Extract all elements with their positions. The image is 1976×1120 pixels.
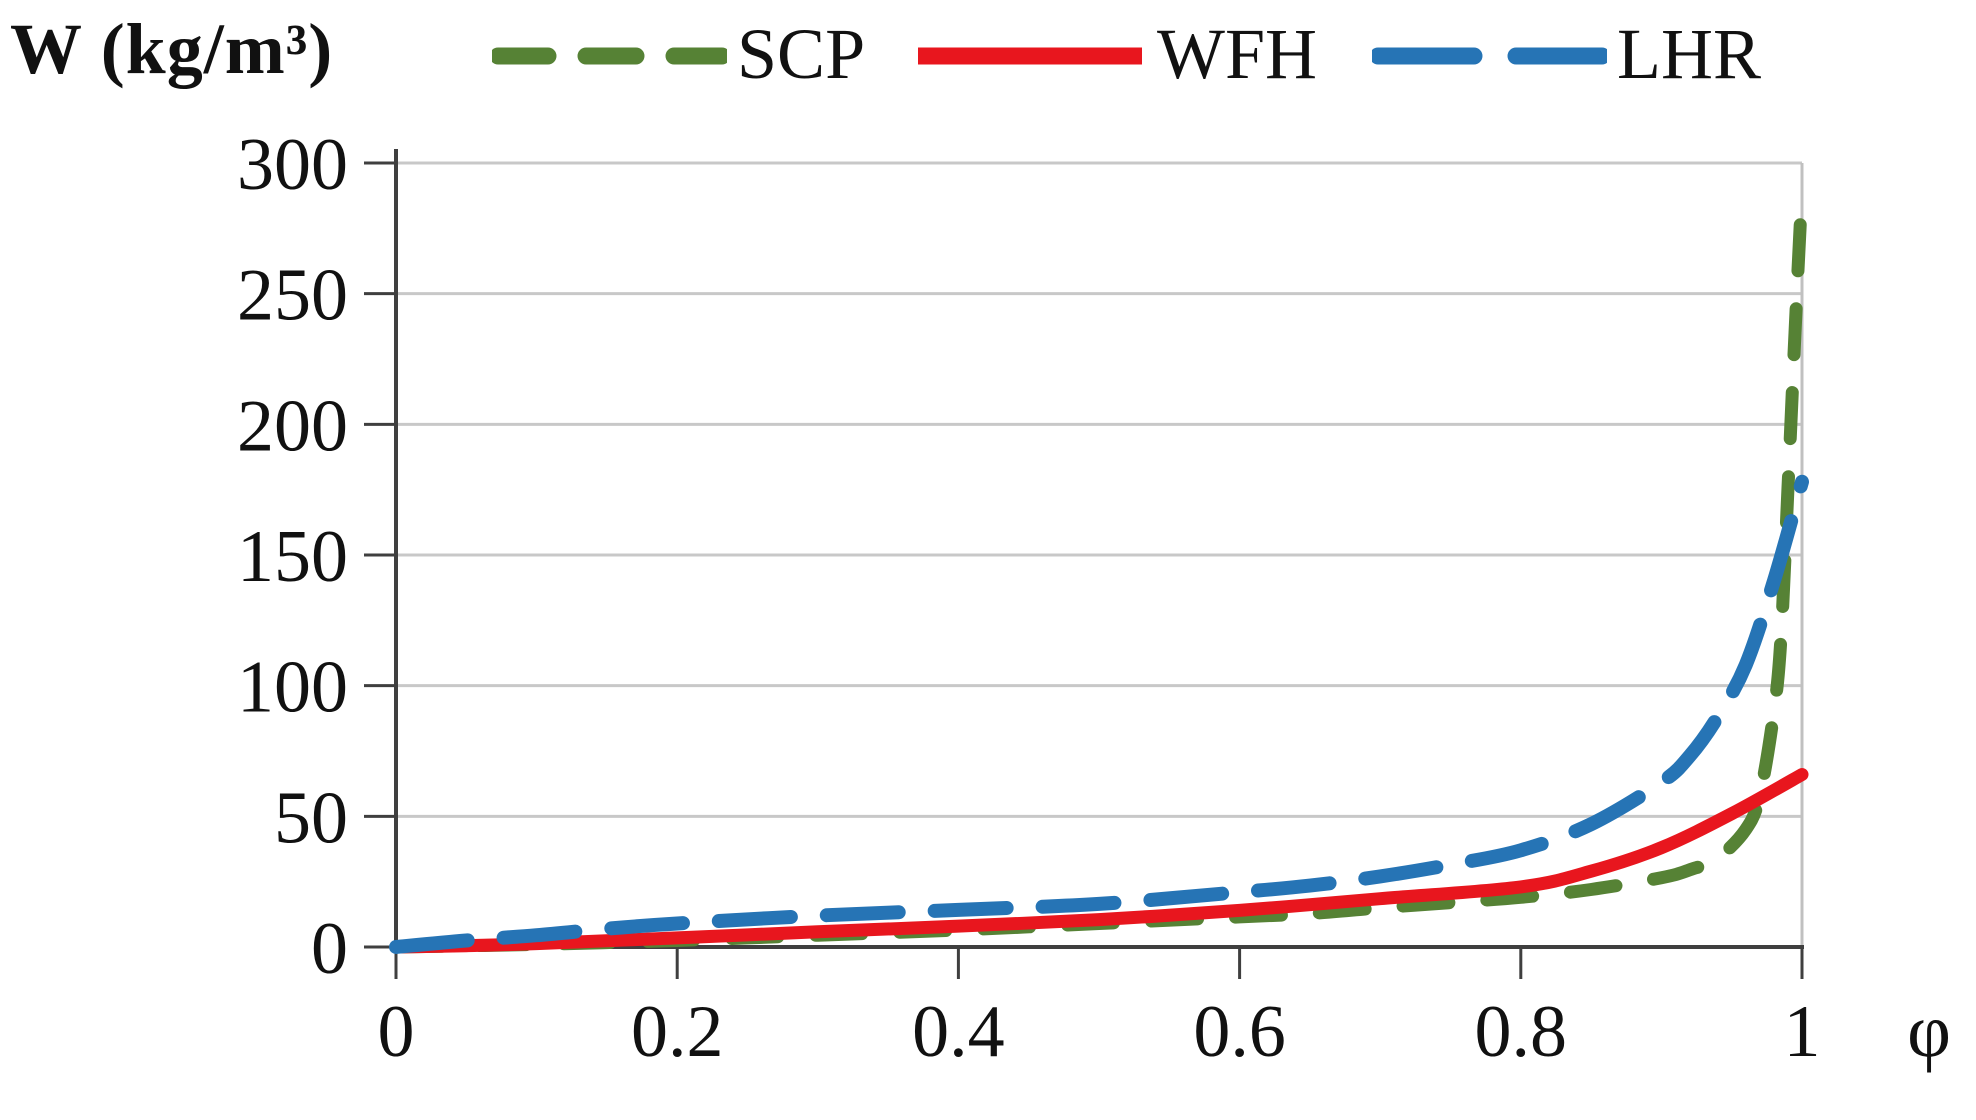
y-tick-label-200: 200 [237, 385, 348, 467]
y-tick-label-150: 150 [237, 516, 348, 598]
wfh-solid-line-icon [918, 47, 1142, 65]
x-tick-label-0: 0 [378, 991, 415, 1073]
x-tick-label-0.6: 0.6 [1193, 991, 1286, 1073]
legend-label-wfh: WFH [1157, 14, 1317, 94]
series-line-lhr [389, 474, 1809, 954]
x-tick-label-0.8: 0.8 [1475, 991, 1568, 1073]
legend-item-lhr: LHR [1372, 16, 1761, 92]
x-tick-label-0.2: 0.2 [631, 991, 724, 1073]
y-axis-title: W (kg/m³) [10, 9, 334, 89]
legend-item-wfh: WFH [912, 16, 1317, 92]
x-tick-label-0.4: 0.4 [912, 991, 1005, 1073]
series-line-scp [389, 182, 1809, 954]
legend-item-scp: SCP [492, 16, 865, 92]
legend-label-scp: SCP [737, 14, 866, 94]
y-tick-label-250: 250 [237, 255, 348, 337]
scp-dashed-line-icon [492, 47, 727, 65]
x-axis-symbol: φ [1907, 989, 1951, 1073]
x-tick-label-1: 1 [1784, 991, 1821, 1073]
y-tick-label-0: 0 [311, 908, 348, 990]
lhr-dashed-line-icon [1372, 47, 1607, 65]
series-line-wfh [389, 768, 1809, 954]
y-tick-label-300: 300 [237, 124, 348, 206]
y-tick-label-100: 100 [237, 647, 348, 729]
y-tick-label-50: 50 [274, 777, 348, 859]
legend-label-lhr: LHR [1617, 14, 1761, 94]
